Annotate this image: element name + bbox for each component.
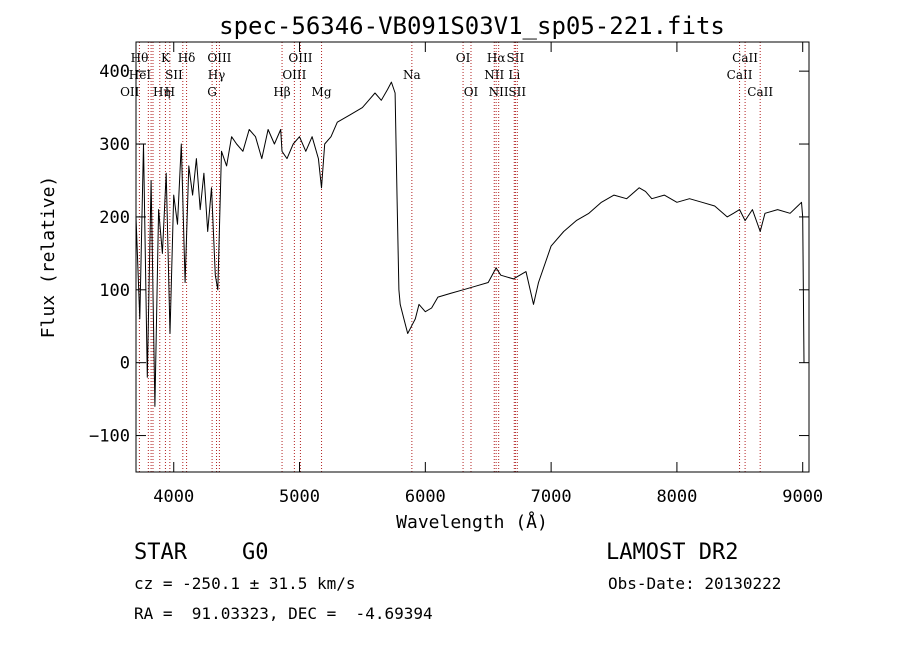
x-tick-label-2: 6000	[405, 487, 446, 507]
line-label-10: Hγ	[208, 68, 226, 82]
axes-layer: 4000 5000 6000 7000 8000 9000 −100 0 100 200 300 40…	[89, 42, 823, 507]
line-label-8: Hδ	[178, 51, 196, 65]
y-tick-label-4: 300	[99, 135, 130, 155]
line-label-27: CaII	[747, 85, 773, 99]
y-tick-label-3: 200	[99, 208, 130, 228]
y-axis-label: Flux (relative)	[38, 176, 59, 339]
line-label-20: Hα	[487, 51, 506, 65]
plot-frame	[135, 41, 810, 473]
y-tick-label-1: 0	[120, 354, 130, 374]
line-label-14: OIII	[288, 51, 312, 65]
y-tick-label-0: −100	[89, 427, 130, 447]
line-label-6: H	[165, 85, 175, 99]
line-label-23: SII	[507, 51, 525, 65]
line-label-3: Hη	[153, 85, 171, 99]
x-axis-label: Wavelength (Å)	[396, 511, 548, 533]
object-subclass: G0	[242, 540, 269, 565]
line-label-16: Na	[403, 68, 421, 82]
line-label-7: SII	[165, 68, 183, 82]
x-tick-label-3: 7000	[531, 487, 572, 507]
chart-title: spec-56346-VB091S03V1_sp05-221.fits	[219, 12, 725, 40]
line-label-22: Li	[508, 68, 520, 82]
x-tick-label-0: 4000	[153, 487, 194, 507]
line-label-21: NII	[489, 85, 509, 99]
line-label-2: OII	[120, 85, 140, 99]
x-tick-label-1: 5000	[279, 487, 320, 507]
survey-name: LAMOST DR2	[606, 540, 739, 565]
y-tick-label-5: 400	[99, 62, 130, 82]
line-label-19: NII	[484, 68, 504, 82]
line-label-26: CaII	[732, 51, 758, 65]
line-label-25: CaII	[727, 68, 753, 82]
line-label-12: Hβ	[273, 85, 290, 99]
line-label-11: OIII	[207, 51, 231, 65]
spectrum-layer	[135, 81, 805, 407]
sky-coordinates: RA = 91.03323, DEC = -4.69394	[134, 604, 433, 623]
redshift-velocity: cz = -250.1 ± 31.5 km/s	[134, 574, 356, 593]
line-label-13: OIII	[282, 68, 306, 82]
line-label-17: OI	[456, 51, 471, 65]
observation-date: Obs-Date: 20130222	[608, 574, 782, 593]
line-label-9: G	[207, 85, 217, 99]
line-label-24: SII	[508, 85, 526, 99]
line-label-5: K	[161, 51, 171, 65]
line-label-15: Mg	[312, 85, 332, 99]
object-class: STAR	[134, 540, 187, 565]
line-label-1: HeI	[129, 68, 152, 82]
x-tick-label-5: 9000	[782, 487, 823, 507]
spectrum-line	[135, 81, 805, 407]
line-label-18: OI	[464, 85, 479, 99]
y-tick-label-2: 100	[99, 281, 130, 301]
x-tick-label-4: 8000	[656, 487, 697, 507]
